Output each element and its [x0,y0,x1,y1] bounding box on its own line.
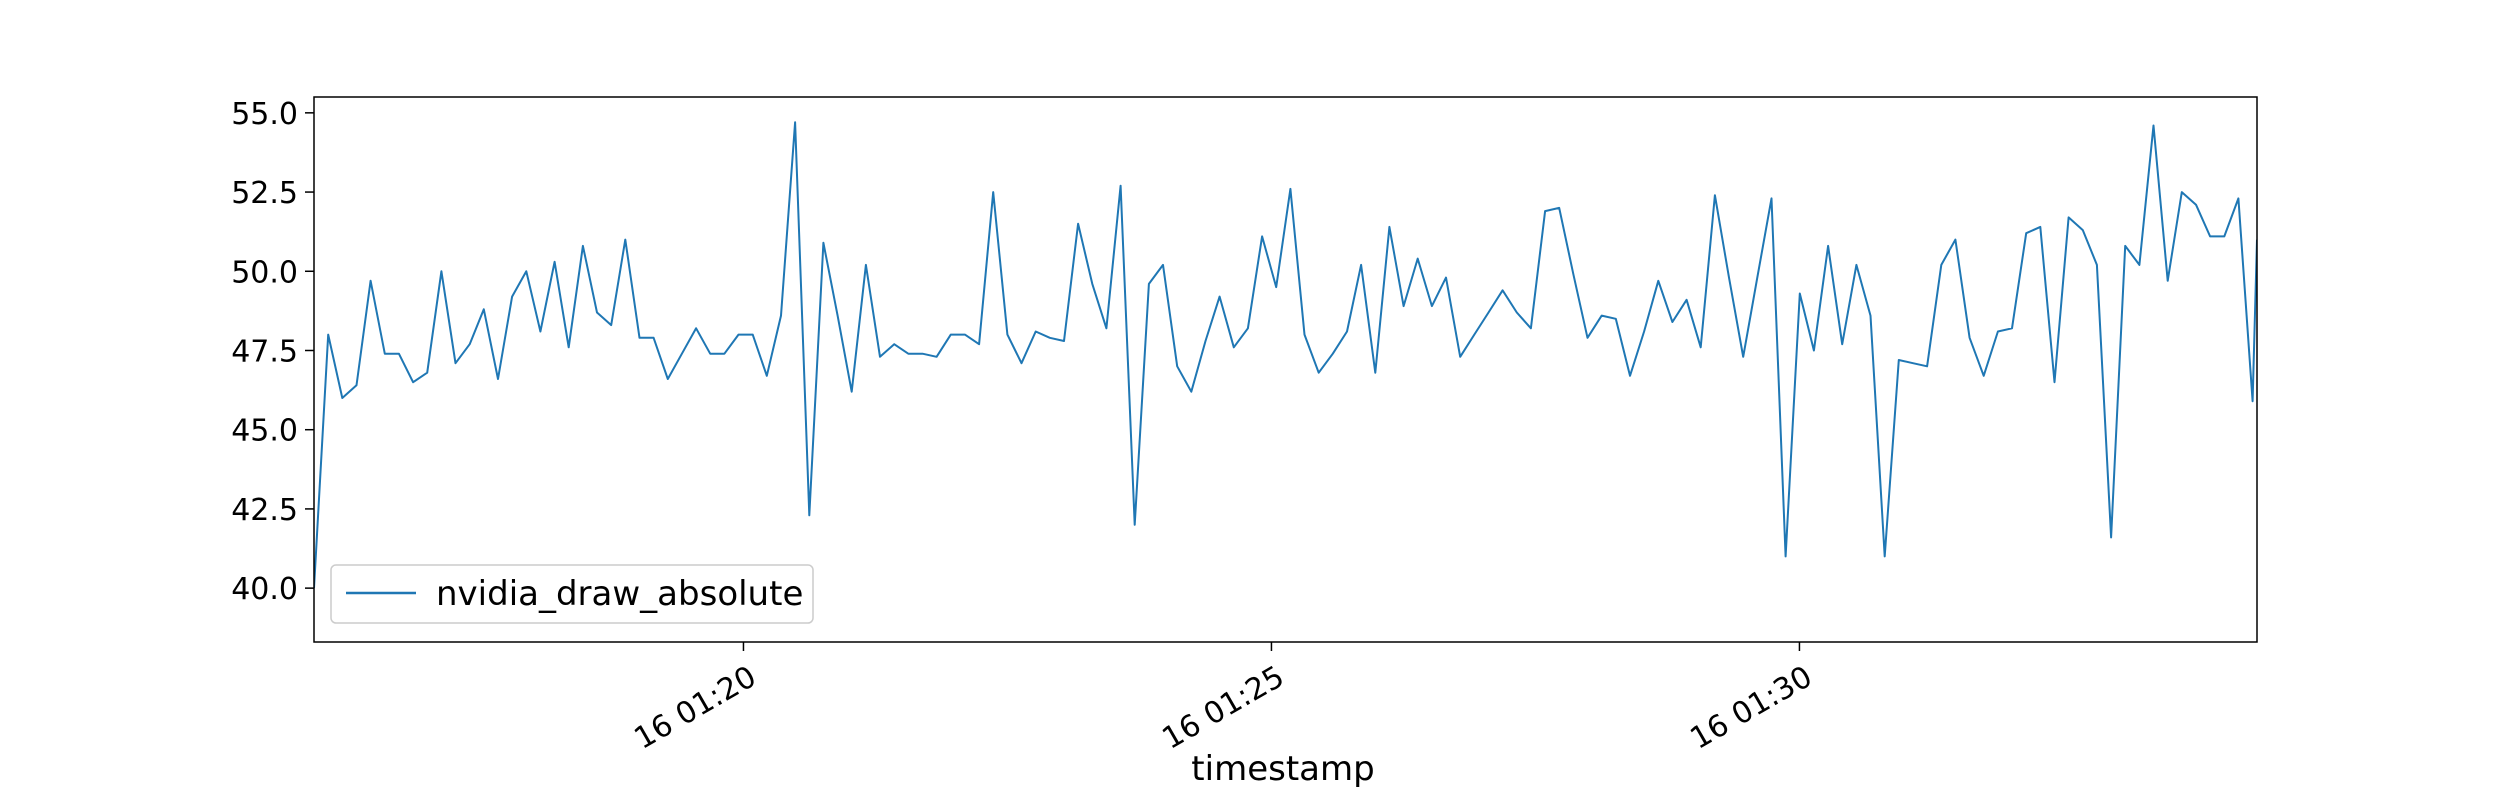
y-tick-label: 55.0 [231,97,298,132]
series-line-nvidia-draw-absolute [314,121,2257,589]
y-axis: 40.0 42.5 45.0 47.5 50.0 52.5 55.0 [231,97,314,607]
y-tick-label: 52.5 [231,176,298,211]
legend-frame [330,564,814,624]
plot-area [314,121,2257,589]
y-tick-label: 45.0 [231,414,298,449]
legend-label-nvidia-draw-absolute: nvidia_draw_absolute [436,574,803,614]
legend: nvidia_draw_absolute [330,564,814,624]
plot-frame [313,96,2258,643]
y-tick-label: 50.0 [231,255,298,290]
x-axis-label: timestamp [1191,749,1374,789]
y-tick-label: 40.0 [231,572,298,607]
y-tick-label: 47.5 [231,334,298,369]
y-tick-label: 42.5 [231,493,298,528]
